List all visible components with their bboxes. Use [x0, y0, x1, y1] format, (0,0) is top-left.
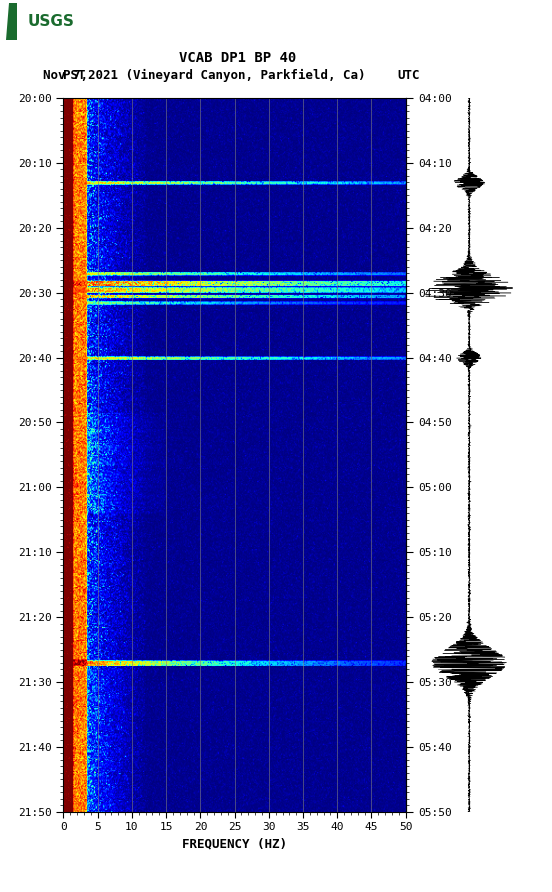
Text: PST: PST: [63, 70, 86, 82]
Text: UTC: UTC: [397, 70, 420, 82]
Polygon shape: [6, 3, 17, 40]
X-axis label: FREQUENCY (HZ): FREQUENCY (HZ): [182, 838, 287, 851]
Text: USGS: USGS: [27, 14, 74, 29]
Text: VCAB DP1 BP 40: VCAB DP1 BP 40: [179, 51, 296, 65]
Text: Nov 7,2021 (Vineyard Canyon, Parkfield, Ca): Nov 7,2021 (Vineyard Canyon, Parkfield, …: [43, 70, 365, 82]
